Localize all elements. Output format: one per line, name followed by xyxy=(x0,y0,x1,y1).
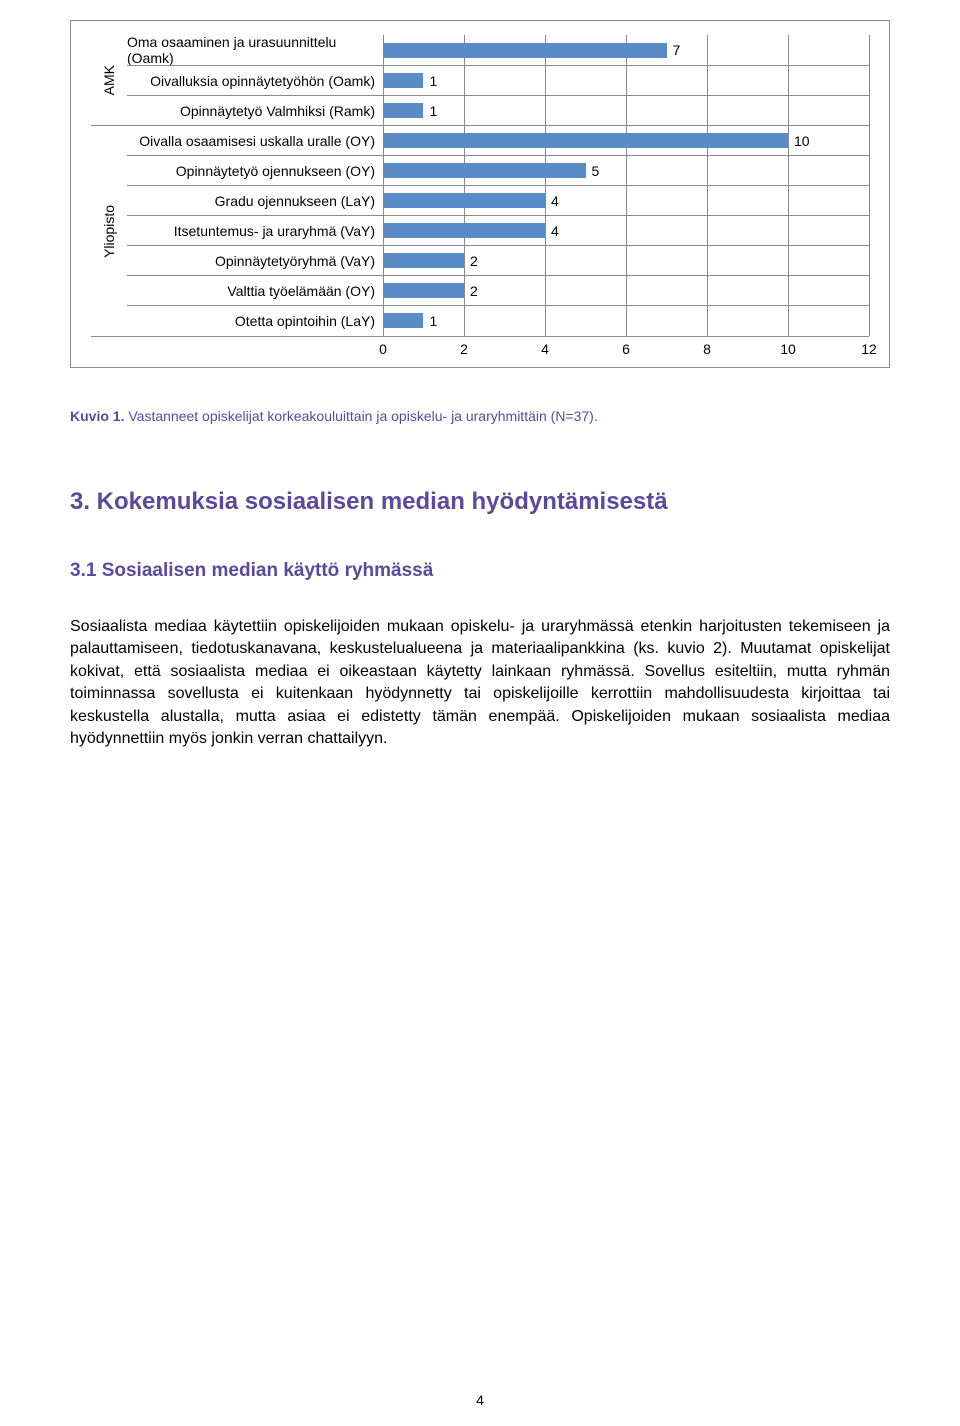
caption-text: Vastanneet opiskelijat korkeakouluittain… xyxy=(124,408,597,424)
chart-row-label: Itsetuntemus- ja uraryhmä (VaY) xyxy=(127,215,383,245)
figure-caption: Kuvio 1. Vastanneet opiskelijat korkeako… xyxy=(70,408,890,424)
bar-value-label: 5 xyxy=(592,163,600,179)
bar-value-label: 4 xyxy=(551,193,559,209)
bar xyxy=(383,223,545,238)
page-number: 4 xyxy=(0,1392,960,1408)
x-tick-label: 8 xyxy=(703,341,711,357)
x-tick-label: 12 xyxy=(861,341,877,357)
bar xyxy=(383,103,423,118)
chart-x-axis: 024681012 xyxy=(91,336,869,361)
bar xyxy=(383,73,423,88)
bar-value-label: 1 xyxy=(429,313,437,329)
x-tick-label: 6 xyxy=(622,341,630,357)
group-label-text: AMK xyxy=(101,65,117,95)
page: AMK Yliopisto Oma osaaminen ja urasuunnit… xyxy=(0,0,960,1426)
bar-value-label: 2 xyxy=(470,283,478,299)
chart-row-bar: 2 xyxy=(383,275,869,305)
bar xyxy=(383,43,667,58)
section-heading: 3. Kokemuksia sosiaalisen median hyödynt… xyxy=(70,488,890,516)
chart-row-label: Oma osaaminen ja urasuunnittelu (Oamk) xyxy=(127,35,383,65)
bar-value-label: 10 xyxy=(794,133,810,149)
chart-row-bar: 1 xyxy=(383,65,869,95)
bar xyxy=(383,133,788,148)
subsection-heading: 3.1 Sosiaalisen median käyttö ryhmässä xyxy=(70,560,890,582)
chart-row-bar: 5 xyxy=(383,155,869,185)
group-label-text: Yliopisto xyxy=(101,205,117,258)
bar-value-label: 7 xyxy=(673,42,681,58)
axis-spacer xyxy=(91,337,383,361)
chart-row-label: Gradu ojennukseen (LaY) xyxy=(127,185,383,215)
x-tick-label: 4 xyxy=(541,341,549,357)
chart-row-bar: 1 xyxy=(383,95,869,125)
chart-row-label: Otetta opintoihin (LaY) xyxy=(127,305,383,335)
chart-row-label: Opinnäytetyö ojennukseen (OY) xyxy=(127,155,383,185)
x-tick-label: 0 xyxy=(379,341,387,357)
chart-row-bar: 4 xyxy=(383,215,869,245)
chart-row-label: Oivalla osaamisesi uskalla uralle (OY) xyxy=(127,125,383,155)
x-tick-label: 10 xyxy=(780,341,796,357)
bar xyxy=(383,313,423,328)
grid-line xyxy=(869,35,870,336)
chart-body: AMK Yliopisto Oma osaaminen ja urasuunnit… xyxy=(91,35,869,336)
bar-value-label: 2 xyxy=(470,253,478,269)
bar-value-label: 1 xyxy=(429,73,437,89)
bar-value-label: 4 xyxy=(551,223,559,239)
x-tick-label: 2 xyxy=(460,341,468,357)
bar xyxy=(383,283,464,298)
bar xyxy=(383,163,586,178)
chart-row-bar: 10 xyxy=(383,125,869,155)
chart-group-axis: AMK Yliopisto xyxy=(91,35,127,336)
chart-row-label: Opinnäytetyö Valmhiksi (Ramk) xyxy=(127,95,383,125)
chart-row-bar: 7 xyxy=(383,35,869,65)
bar-value-label: 1 xyxy=(429,103,437,119)
chart-category-labels: Oma osaaminen ja urasuunnittelu (Oamk)Oi… xyxy=(127,35,383,336)
chart-row-bar: 2 xyxy=(383,245,869,275)
chart-row-label: Oivalluksia opinnäytetyöhön (Oamk) xyxy=(127,65,383,95)
body-paragraph: Sosiaalista mediaa käytettiin opiskelijo… xyxy=(70,616,890,750)
chart-group-label: AMK xyxy=(91,35,127,125)
bar-chart: AMK Yliopisto Oma osaaminen ja urasuunnit… xyxy=(70,20,890,368)
chart-row-bar: 1 xyxy=(383,305,869,335)
chart-row-bar: 4 xyxy=(383,185,869,215)
chart-row-label: Valttia työelämään (OY) xyxy=(127,275,383,305)
chart-group-label: Yliopisto xyxy=(91,125,127,336)
caption-label: Kuvio 1. xyxy=(70,408,124,424)
axis-tick-area: 024681012 xyxy=(383,337,869,361)
chart-row-label: Opinnäytetyöryhmä (VaY) xyxy=(127,245,383,275)
bar xyxy=(383,253,464,268)
bar xyxy=(383,193,545,208)
chart-plot-area: 7 1 1 10 5 4 4 2 2 1 xyxy=(383,35,869,336)
